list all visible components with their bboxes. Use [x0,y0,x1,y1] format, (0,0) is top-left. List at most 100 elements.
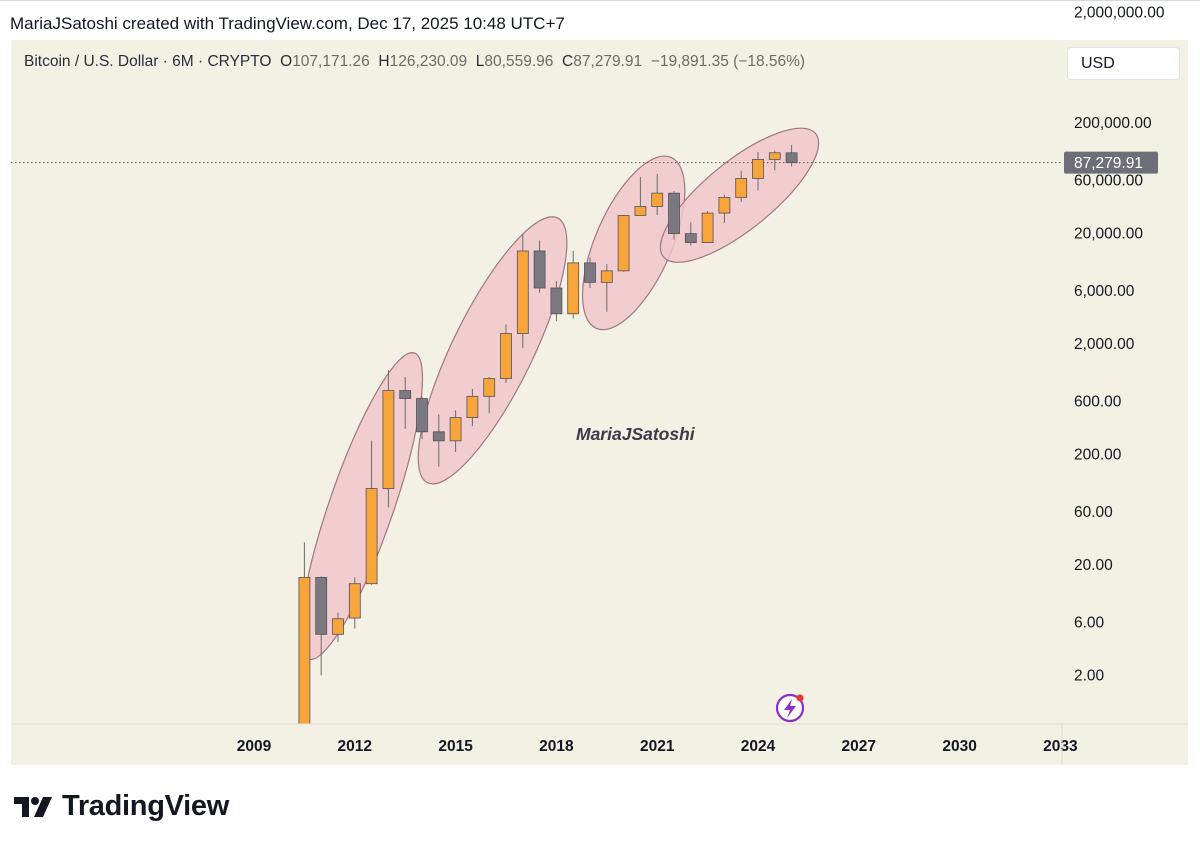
low-value: 80,559.96 [484,53,554,70]
top-bar: MariaJSatoshi created with TradingView.c… [0,0,1200,41]
y-tick-label: 2,000,000.00 [1074,4,1165,21]
lightning-icon-bolt [784,699,796,718]
candle[interactable] [684,222,697,246]
candle[interactable] [365,440,378,585]
lightning-icon[interactable] [775,693,805,723]
candle-body-up [332,618,344,635]
candle-body-up [382,390,395,489]
candle[interactable] [382,369,395,508]
y-tick-label: 6,000.00 [1074,283,1135,300]
candle-body-down [584,262,596,283]
candle-body-up [617,215,630,272]
candle-body-down [399,390,412,399]
price-axis[interactable] [1062,80,1188,725]
candle[interactable] [701,211,714,243]
candle[interactable] [466,389,479,427]
candle-body-down [432,431,445,442]
high-value: 126,230.09 [389,53,468,70]
candle[interactable] [634,176,647,216]
candle[interactable] [533,240,546,293]
lightning-icon-dot [796,694,804,702]
candle-body-down [315,576,328,635]
candle[interactable] [550,281,563,322]
candle-body-up [348,583,361,619]
candle[interactable] [752,152,764,191]
candle-body-up [634,206,647,216]
y-tick-label: 200,000.00 [1074,115,1152,132]
y-tick-label: 60,000.00 [1074,173,1143,190]
candle-body-down [668,192,680,234]
candle[interactable] [432,414,445,467]
candle[interactable] [399,377,412,429]
close-label: C [562,53,574,70]
candle-body-up [600,270,613,283]
y-tick-label: 600.00 [1074,394,1122,411]
candle-body-up [752,158,764,179]
highlight-ellipse [417,216,568,485]
x-tick-label: 2021 [640,738,675,755]
candle-body-up [298,576,311,724]
candle-body-up [651,192,664,207]
candle-body-up [466,395,479,419]
x-tick-label: 2012 [338,738,372,755]
tradingview-brand: TradingView [62,790,229,822]
candle-body-down [684,233,697,243]
candle[interactable] [449,410,462,452]
candle[interactable] [348,577,361,629]
created-with-caption: MariaJSatoshi created with TradingView.c… [10,14,565,33]
chart-area[interactable] [11,40,1188,765]
candle[interactable] [617,215,630,272]
candle-body-up [365,488,378,585]
candle[interactable] [768,150,781,171]
candle-body-down [416,398,428,433]
ohlc-legend: Bitcoin / U.S. Dollar · 6M · CRYPTO O107… [24,53,805,71]
y-tick-label: 200.00 [1074,446,1122,463]
candle-body-up [567,262,580,315]
y-tick-label: 2.00 [1074,667,1105,684]
change-value: −19,891.35 (−18.56%) [650,53,806,70]
x-tick-label: 2024 [741,738,776,755]
current-price-badge [1064,151,1158,174]
symbol-label[interactable]: Bitcoin / U.S. Dollar · 6M · CRYPTO [24,53,272,70]
candle[interactable] [668,191,680,240]
high-label: H [378,53,390,70]
tradingview-logo-icon [14,796,52,817]
y-tick-label: 20,000.00 [1074,225,1143,242]
candle[interactable] [332,612,344,643]
candle[interactable] [584,257,596,289]
x-tick-label: 2033 [1043,738,1078,755]
candle[interactable] [315,576,328,676]
candle[interactable] [785,144,798,167]
y-tick-label: 2,000.00 [1074,336,1135,353]
candle-body-up [735,178,748,198]
x-tick-label: 2030 [942,738,976,755]
candle[interactable] [718,194,731,223]
candle-body-up [500,333,512,379]
candle[interactable] [735,170,748,202]
candle[interactable] [600,264,613,312]
candle-body-up [768,152,781,160]
close-value: 87,279.91 [573,53,643,70]
candle[interactable] [567,250,580,319]
candle[interactable] [483,377,496,414]
candle-body-up [483,378,496,397]
x-tick-label: 2009 [237,738,272,755]
candle[interactable] [516,234,529,349]
candle-body-up [718,196,731,214]
tradingview-logo[interactable]: TradingView [14,790,229,823]
currency-button[interactable]: USD [1067,47,1180,80]
candle[interactable] [416,396,428,440]
y-tick-label: 20.00 [1074,557,1113,574]
candle-body-down [785,152,798,164]
candle-body-down [550,287,563,315]
candle-body-down [533,250,546,289]
candle[interactable] [298,542,311,741]
current-price-label: 87,279.91 [1074,155,1143,172]
candle[interactable] [500,324,512,383]
y-tick-label: 60.00 [1074,504,1113,521]
x-tick-label: 2015 [438,738,473,755]
watermark-text: MariaJSatoshi [576,424,696,444]
candle[interactable] [651,173,664,216]
